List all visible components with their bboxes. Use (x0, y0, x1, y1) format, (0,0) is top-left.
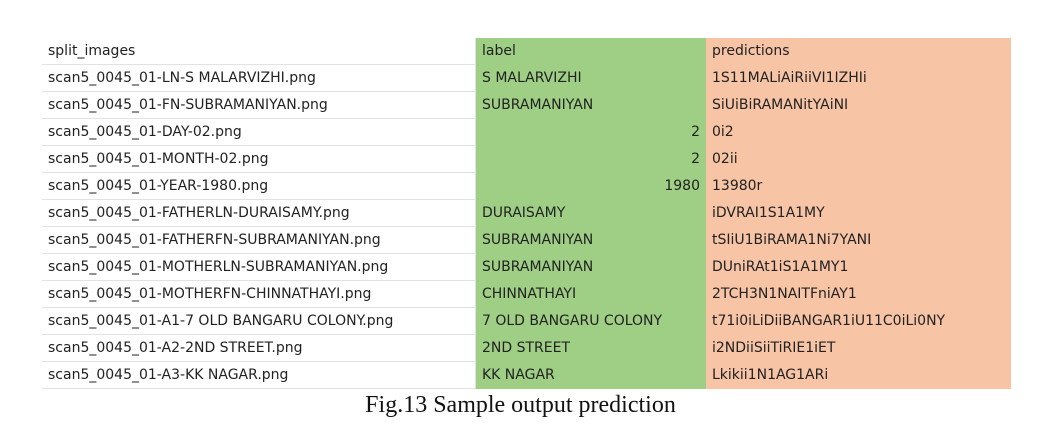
table-row: scan5_0045_01-MOTHERFN-CHINNATHAYI.png CH… (42, 280, 1011, 308)
table-row-cell: scan5_0045_01-FN-SUBRAMANIYAN.png (42, 91, 476, 119)
header-row-cell: predictions (706, 38, 1011, 65)
table-row-cell: scan5_0045_01-MOTHERLN-SUBRAMANIYAN.png (42, 253, 476, 281)
table-row-cell: scan5_0045_01-FATHERFN-SUBRAMANIYAN.png (42, 226, 476, 254)
table-row: scan5_0045_01-MOTHERLN-SUBRAMANIYAN.png S… (42, 253, 1011, 281)
table-row-cell: scan5_0045_01-A1-7 OLD BANGARU COLONY.pn… (42, 307, 476, 335)
table-row-cell: CHINNATHAYI (475, 280, 706, 308)
table-row-cell: scan5_0045_01-DAY-02.png (42, 118, 476, 146)
table-row-cell: scan5_0045_01-LN-S MALARVIZHI.png (42, 64, 476, 92)
table-row-cell: SUBRAMANIYAN (475, 253, 706, 281)
table-row-cell: i2NDiiSiiTiRIE1iET (706, 334, 1011, 362)
table-row: scan5_0045_01-FATHERFN-SUBRAMANIYAN.png S… (42, 226, 1011, 254)
table-row: scan5_0045_01-MONTH-02.png 2 02ii (42, 145, 1011, 173)
table-row-cell: DURAISAMY (475, 199, 706, 227)
table-row-cell: scan5_0045_01-A2-2ND STREET.png (42, 334, 476, 362)
table-row-cell: 1S11MALiAiRiiVI1IZHIi (706, 64, 1011, 92)
table-row: scan5_0045_01-LN-S MALARVIZHI.png S MALAR… (42, 64, 1011, 92)
table-row-cell: 1980 (475, 172, 706, 200)
header-row: split_images label predictions (42, 38, 1011, 65)
table-row-cell: Lkikii1N1AG1ARi (706, 361, 1011, 389)
table-row-cell: tSIiU1BiRAMA1Ni7YANI (706, 226, 1011, 254)
table-row-cell: 13980r (706, 172, 1011, 200)
table-row-cell: t71i0iLiDiiBANGAR1iU11C0iLi0NY (706, 307, 1011, 335)
header-row-cell: split_images (42, 38, 476, 65)
table-row-cell: scan5_0045_01-FATHERLN-DURAISAMY.png (42, 199, 476, 227)
table-row-cell: S MALARVIZHI (475, 64, 706, 92)
table-row-cell: 0i2 (706, 118, 1011, 146)
table-row-cell: 7 OLD BANGARU COLONY (475, 307, 706, 335)
table-row-cell: 2 (475, 118, 706, 146)
table-row-cell: iDVRAI1S1A1MY (706, 199, 1011, 227)
table-row: scan5_0045_01-FATHERLN-DURAISAMY.png DURA… (42, 199, 1011, 227)
caption: Fig.13 Sample output prediction (365, 392, 676, 418)
table: split_images label predictions scan5_0045_0… (42, 38, 1011, 389)
table-row-cell: SUBRAMANIYAN (475, 91, 706, 119)
table-row-cell: scan5_0045_01-A3-KK NAGAR.png (42, 361, 476, 389)
table-row: scan5_0045_01-YEAR-1980.png 1980 13980r (42, 172, 1011, 200)
table-row-cell: 2ND STREET (475, 334, 706, 362)
table-row-cell: DUniRAt1iS1A1MY1 (706, 253, 1011, 281)
table-row: scan5_0045_01-A1-7 OLD BANGARU COLONY.pn… (42, 307, 1011, 335)
table-row-cell: 02ii (706, 145, 1011, 173)
table-row-cell: 2TCH3N1NAITFniAY1 (706, 280, 1011, 308)
table-row: scan5_0045_01-FN-SUBRAMANIYAN.png SUBRAMA… (42, 91, 1011, 119)
table-row-cell: scan5_0045_01-YEAR-1980.png (42, 172, 476, 200)
header-row-cell: label (475, 38, 706, 65)
table-row-cell: scan5_0045_01-MONTH-02.png (42, 145, 476, 173)
table-row-cell: SUBRAMANIYAN (475, 226, 706, 254)
table-row: scan5_0045_01-A2-2ND STREET.png 2ND STREE… (42, 334, 1011, 362)
table-row: scan5_0045_01-A3-KK NAGAR.png KK NAGAR Lki… (42, 361, 1011, 389)
table-row-cell: 2 (475, 145, 706, 173)
table-row: scan5_0045_01-DAY-02.png 2 0i2 (42, 118, 1011, 146)
table-row-cell: KK NAGAR (475, 361, 706, 389)
table-row-cell: SiUiBiRAMANitYAiNI (706, 91, 1011, 119)
table-row-cell: scan5_0045_01-MOTHERFN-CHINNATHAYI.png (42, 280, 476, 308)
